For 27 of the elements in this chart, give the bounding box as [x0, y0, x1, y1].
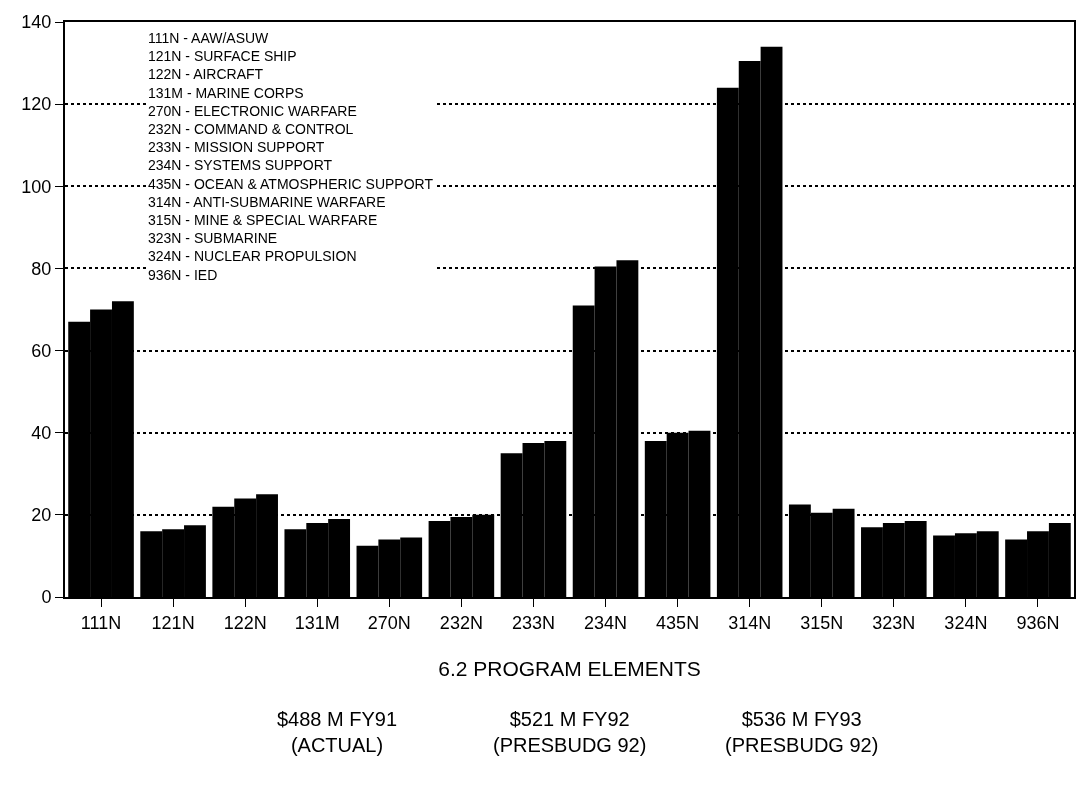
y-tick-label: 140: [21, 12, 52, 33]
x-tick-label: 435N: [656, 612, 700, 633]
x-tick-label: 315N: [800, 612, 844, 633]
y-tick-label: 20: [31, 505, 52, 526]
x-axis-title: 6.2 PROGRAM ELEMENTS: [438, 657, 701, 681]
text: $536 M FY93 (PRESBUDG 92): [725, 708, 879, 756]
text: 111N - AAW/ASUW 121N - SURFACE SHIP 122N - AIRCRAFT 131M - MARINE CORPS 270N - ELECTRONIC WARFARE 232N - COMMAND & CONTROL 233N - MISSION SUPPORT 234N - SYSTEMS SUPPORT 435N - OCEAN & ATMOSPHERIC SUPPORT 314N - ANTI-SUBMARINE WARFARE 315N - MINE & SPECIAL WARFARE 323N - SUBMARINE 324N - NUCLEAR PROPULSION 936N - IED: [148, 30, 433, 283]
x-tick-label: 121N: [151, 612, 195, 633]
y-tick-label: 60: [31, 340, 52, 361]
text: $488 M FY91 (ACTUAL): [277, 708, 398, 756]
y-tick-label: 100: [21, 176, 52, 197]
x-tick-label: 122N: [223, 612, 267, 633]
x-tick-label: 270N: [367, 612, 411, 633]
y-tick-label: 80: [31, 258, 52, 279]
text: $521 M FY92 (PRESBUDG 92): [493, 708, 647, 756]
y-tick-label: 0: [41, 587, 52, 608]
x-tick-label: 323N: [872, 612, 916, 633]
x-tick-label: 936N: [1016, 612, 1060, 633]
x-tick-label: 233N: [511, 612, 555, 633]
x-tick-label: 324N: [944, 612, 988, 633]
x-tick-label: 232N: [439, 612, 483, 633]
y-tick-label: 120: [21, 94, 52, 115]
x-tick-label: 314N: [728, 612, 772, 633]
x-tick-label: 131M: [294, 612, 340, 633]
y-tick-label: 40: [31, 423, 52, 444]
x-tick-label: 234N: [584, 612, 628, 633]
x-tick-label: 111N: [80, 612, 122, 633]
